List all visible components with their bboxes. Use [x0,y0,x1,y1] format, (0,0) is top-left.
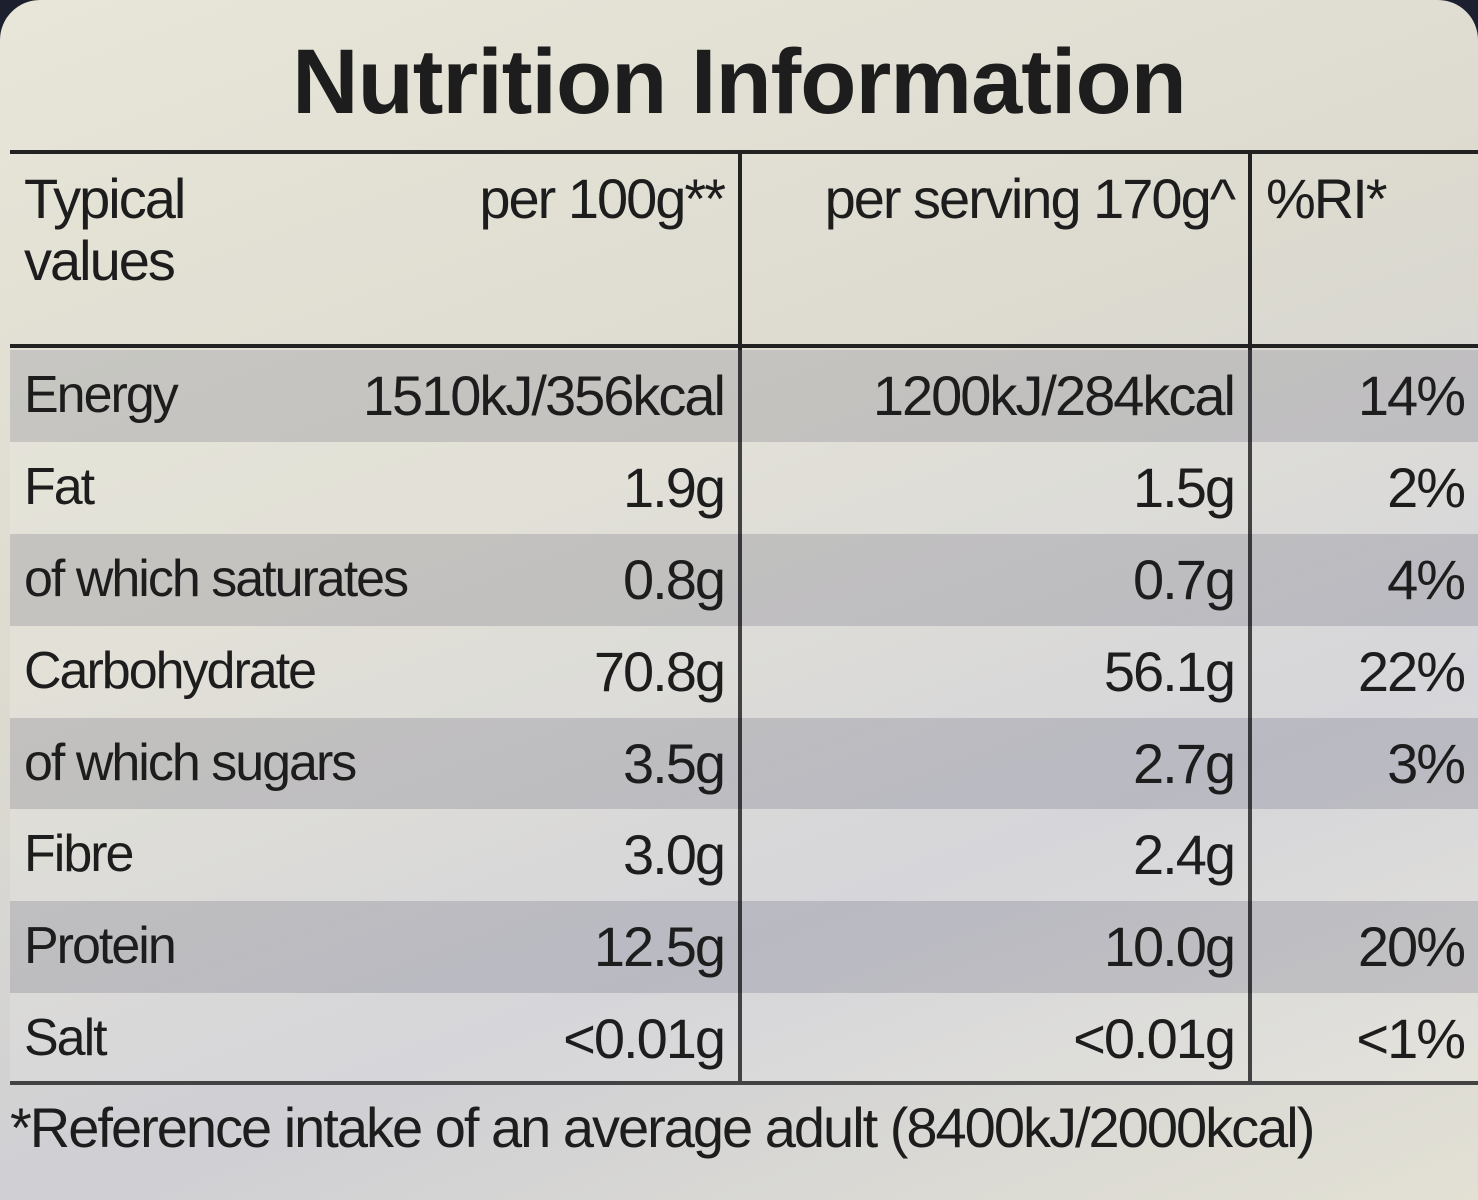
nutrient-value: <1% [1356,1007,1466,1071]
column-divider [1248,154,1252,1081]
nutrient-value: 2% [1387,455,1466,519]
header-cell: %RI* [1266,167,1388,230]
nutrient-value: 2.7g [1133,731,1236,795]
table-row: of which saturates 0.8g 0.7g 4% [10,533,1478,626]
table-row: Carbohydrate 70.8g 56.1g 22% [10,625,1478,718]
nutrient-value: 1510kJ/356kcal [362,364,726,427]
nutrient-value: 12.5g [593,915,726,979]
nutrient-value: 2.4g [1133,823,1236,887]
nutrient-value: 14% [1357,364,1466,427]
nutrient-name: Fat [24,457,95,516]
table-row: of which sugars 3.5g 2.7g 3% [10,717,1478,810]
title: Nutrition Information [292,31,1187,133]
nutrient-value: 0.8g [623,547,726,611]
nutrient-name: Protein [24,917,177,976]
nutrient-name: Energy [24,366,179,424]
nutrient-value: 70.8g [593,639,726,703]
nutrient-value: 10.0g [1103,915,1236,979]
nutrient-value: 3.0g [623,823,726,887]
table-row: Energy 1510kJ/356kcal 1200kJ/284kcal 14% [10,350,1478,442]
nutrient-value: 1.5g [1133,455,1236,519]
table-row: Fibre 3.0g 2.4g [10,809,1478,902]
nutrition-table: Typical values per 100g** per serving 170g… [10,150,1478,1085]
nutrient-value: 4% [1387,547,1466,611]
nutrient-name: Fibre [24,825,134,884]
nutrient-value: 1.9g [623,455,726,519]
nutrient-value: <0.01g [1073,1007,1236,1071]
nutrient-value: 56.1g [1103,639,1236,703]
nutrient-value: 20% [1357,915,1466,979]
nutrient-name: Salt [24,1009,108,1068]
table-row: Fat 1.9g 1.5g 2% [10,441,1478,534]
nutrient-value: 3% [1387,731,1466,795]
header-cell: per 100g** [479,167,726,230]
table-row: Protein 12.5g 10.0g 20% [10,901,1478,994]
nutrient-value: 3.5g [623,731,726,795]
nutrient-name: of which saturates [24,549,409,608]
column-divider [738,154,742,1081]
table-row: Salt <0.01g <0.01g <1% [10,993,1478,1085]
nutrient-value: <0.01g [563,1007,726,1071]
header-cell: per serving 170g^ [824,167,1236,230]
footnote: *Reference intake of an average adult (8… [10,1096,1315,1159]
nutrient-value: 1200kJ/284kcal [872,364,1236,427]
nutrient-value: 22% [1357,639,1466,703]
header-row: Typical values per 100g** per serving 170g… [10,154,1478,344]
nutrient-name: of which sugars [24,733,357,792]
header-divider [10,344,1478,348]
nutrient-value: 0.7g [1133,547,1236,611]
nutrient-name: Carbohydrate [24,641,317,700]
header-cell: Typical values [24,167,186,292]
